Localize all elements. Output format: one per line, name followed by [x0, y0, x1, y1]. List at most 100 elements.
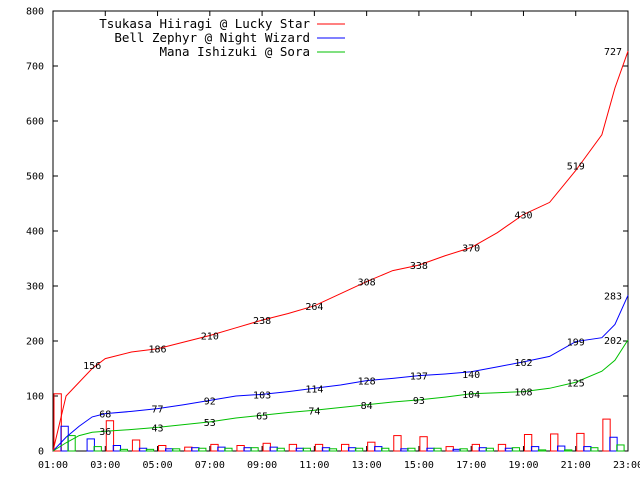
- y-tick-label: 100: [26, 392, 44, 403]
- series-2-data-label: 125: [567, 378, 585, 389]
- series-0-hourly-bar: [288, 443, 298, 452]
- series-0-data-label: 210: [201, 332, 219, 343]
- series-1-data-label: 103: [253, 390, 271, 401]
- series-1-hourly-bar: [269, 446, 278, 452]
- series-2-data-label: 36: [99, 427, 111, 438]
- x-tick-label: 09:00: [247, 460, 277, 471]
- series-1-data-label: 114: [305, 384, 323, 395]
- series-2-hourly-bar: [119, 448, 129, 452]
- y-tick-label: 0: [38, 447, 44, 458]
- series-1-hourly-bar: [217, 446, 226, 452]
- series-1-hourly-bar: [530, 446, 540, 452]
- series-2-hourly-bar: [224, 447, 233, 452]
- y-tick-label: 400: [26, 227, 44, 238]
- series-0-hourly-bar: [602, 418, 611, 452]
- series-1-hourly-bar: [243, 447, 252, 452]
- y-tick-label: 700: [26, 62, 44, 73]
- x-tick-label: 07:00: [195, 460, 225, 471]
- series-0-data-label: 727: [604, 47, 622, 58]
- series-0-hourly-bar: [158, 445, 167, 452]
- series-2-hourly-bar: [407, 447, 416, 452]
- series-0-hourly-bar: [471, 443, 480, 452]
- series-2-hourly-bar: [276, 447, 285, 452]
- series-0-hourly-bar: [53, 393, 62, 452]
- series-1-hourly-bar: [504, 447, 514, 452]
- series-2-hourly-bar: [459, 448, 468, 452]
- series-2-data-label: 43: [152, 423, 164, 434]
- series-2-hourly-bar: [145, 448, 155, 452]
- series-2-hourly-bar: [433, 447, 442, 452]
- series-2-hourly-bar: [328, 448, 338, 452]
- x-tick-label: 03:00: [90, 460, 120, 471]
- series-2-hourly-bar: [537, 449, 547, 452]
- series-1-hourly-bar: [583, 446, 592, 452]
- series-2-data-label: 65: [256, 411, 268, 422]
- series-1-data-label: 92: [204, 396, 216, 407]
- y-tick-label: 600: [26, 117, 44, 128]
- series-0-line: [52, 50, 629, 452]
- x-tick-label: 01:00: [38, 460, 68, 471]
- series-2-data-label: 104: [462, 390, 480, 401]
- series-0-hourly-bar: [262, 442, 271, 452]
- series-1-data-label: 283: [604, 291, 622, 302]
- series-1-hourly-bar: [609, 436, 618, 452]
- legend-entry-label: Mana Ishizuki @ Sora: [159, 44, 310, 59]
- series-2-hourly-bar: [564, 449, 573, 452]
- x-tick-label: 11:00: [299, 460, 329, 471]
- series-1-data-label: 162: [514, 358, 532, 369]
- series-2-hourly-bar: [302, 447, 311, 452]
- series-2-data-label: 53: [204, 418, 216, 429]
- series-0-data-label: 370: [462, 244, 480, 255]
- series-1-hourly-bar: [374, 446, 383, 452]
- y-tick-label: 300: [26, 282, 44, 293]
- series-0-hourly-bar: [131, 439, 141, 452]
- series-1-line: [52, 295, 629, 452]
- series-2-line: [52, 339, 629, 452]
- series-2-data-label: 93: [413, 396, 425, 407]
- series-1-hourly-bar: [321, 447, 331, 452]
- series-0-hourly-bar: [105, 420, 115, 452]
- series-0-hourly-bar: [367, 441, 376, 452]
- series-2-hourly-bar: [354, 447, 364, 452]
- series-0-hourly-bar: [497, 443, 507, 452]
- series-1-hourly-bar: [86, 438, 95, 452]
- series-2-data-label: 84: [361, 401, 373, 412]
- series-0-data-label: 308: [358, 278, 376, 289]
- x-tick-label: 13:00: [352, 460, 382, 471]
- series-0-data-label: 430: [514, 211, 532, 222]
- series-2-hourly-bar: [381, 447, 390, 452]
- series-0-hourly-bar: [576, 432, 585, 452]
- series-0-hourly-bar: [314, 443, 324, 452]
- series-2-hourly-bar: [511, 447, 521, 452]
- x-tick-label: 17:00: [456, 460, 486, 471]
- series-2-hourly-bar: [93, 446, 102, 452]
- series-1-data-label: 137: [410, 372, 428, 383]
- y-tick-label: 500: [26, 172, 44, 183]
- legend-entry-label: Bell Zephyr @ Night Wizard: [114, 30, 310, 45]
- series-0-data-label: 186: [149, 345, 167, 356]
- series-2-data-label: 74: [308, 406, 320, 417]
- series-1-data-label: 140: [462, 370, 480, 381]
- y-tick-label: 200: [26, 337, 44, 348]
- series-0-hourly-bar: [550, 433, 559, 452]
- series-2-data-label: 202: [604, 336, 622, 347]
- series-2-hourly-bar: [67, 435, 76, 452]
- legend-entry-label: Tsukasa Hiiragi @ Lucky Star: [99, 16, 310, 31]
- series-2-hourly-bar: [198, 447, 207, 452]
- series-1-hourly-bar: [557, 445, 566, 452]
- series-0-data-label: 264: [305, 302, 323, 313]
- series-0-data-label: 338: [410, 261, 428, 272]
- series-0-hourly-bar: [523, 434, 533, 452]
- x-tick-label: 21:00: [561, 460, 591, 471]
- series-0-hourly-bar: [210, 443, 219, 452]
- series-1-data-label: 68: [99, 410, 111, 421]
- x-tick-label: 23:00: [613, 460, 640, 471]
- series-1-hourly-bar: [426, 447, 435, 452]
- series-0-hourly-bar: [341, 443, 350, 452]
- series-2-hourly-bar: [590, 447, 599, 452]
- series-1-data-label: 199: [567, 338, 585, 349]
- series-0-data-label: 519: [567, 162, 585, 173]
- series-1-hourly-bar: [138, 447, 148, 452]
- series-0-hourly-bar: [445, 446, 454, 452]
